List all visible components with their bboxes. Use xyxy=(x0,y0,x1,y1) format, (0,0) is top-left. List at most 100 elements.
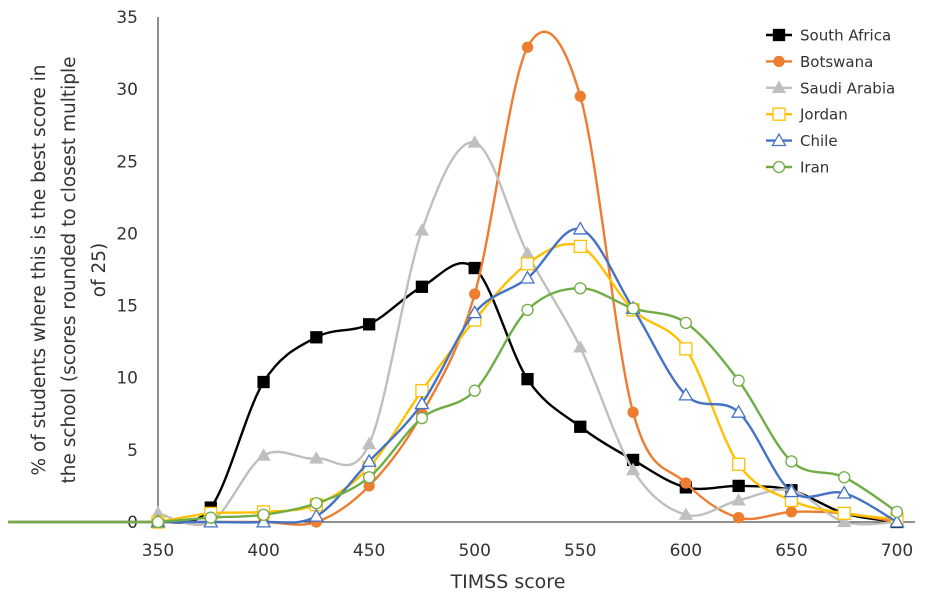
data-point-botswana xyxy=(627,406,639,418)
data-point-iran xyxy=(468,384,481,397)
data-point-chile xyxy=(836,485,852,499)
data-point-chile xyxy=(889,514,905,528)
data-point-saudi-arabia xyxy=(731,493,746,506)
y-tick-labels: 05101520253035 xyxy=(116,8,138,533)
y-tick-label: 15 xyxy=(116,297,138,317)
data-point-south-africa xyxy=(310,331,323,344)
data-point-jordan xyxy=(731,457,746,471)
data-point-saudi-arabia xyxy=(467,135,482,148)
x-tick-label: 700 xyxy=(881,541,913,561)
data-point-saudi-arabia xyxy=(573,340,588,353)
series-iran xyxy=(8,282,904,529)
series-saudi-arabia xyxy=(8,135,905,528)
data-point-chile xyxy=(308,508,324,522)
data-point-botswana xyxy=(574,90,586,102)
x-axis-title: TIMSS score xyxy=(450,571,566,593)
data-point-botswana xyxy=(680,477,692,489)
data-point-south-africa xyxy=(362,318,376,331)
data-point-iran xyxy=(679,316,692,330)
series-line-south-africa xyxy=(157,261,898,524)
legend-marker-botswana xyxy=(773,55,785,68)
legend-label: Botswana xyxy=(800,53,873,71)
legend-marker-iran xyxy=(772,160,786,174)
legend-label: Chile xyxy=(800,132,838,150)
data-point-saudi-arabia xyxy=(309,451,324,464)
x-tick-label: 650 xyxy=(775,541,807,561)
data-point-iran xyxy=(732,374,745,387)
data-point-jordan xyxy=(573,239,587,254)
series-jordan xyxy=(8,239,904,529)
x-tick-labels: 350 400 450 500 550 600 650 700 xyxy=(142,541,913,561)
data-point-iran xyxy=(151,515,165,529)
data-point-south-africa xyxy=(732,479,745,493)
y-tick-label: 25 xyxy=(116,152,138,172)
data-point-jordan xyxy=(679,342,693,356)
data-point-jordan xyxy=(837,506,851,520)
data-point-south-africa xyxy=(415,280,429,293)
data-point-chile xyxy=(519,270,536,284)
data-point-iran xyxy=(574,282,587,295)
legend-marker-saudi-arabia xyxy=(771,80,787,93)
legend-item-botswana: Botswana xyxy=(766,53,873,71)
data-point-iran xyxy=(310,497,323,510)
data-point-botswana xyxy=(732,512,745,524)
x-tick-label: 400 xyxy=(247,541,279,561)
x-tick-label: 450 xyxy=(353,541,385,561)
legend-item-iran: Iran xyxy=(766,159,829,177)
data-point-chile xyxy=(783,483,800,498)
data-point-jordan xyxy=(520,257,535,271)
data-point-south-africa xyxy=(257,375,270,389)
x-tick-label: 350 xyxy=(142,541,174,561)
data-point-south-africa xyxy=(521,372,534,386)
data-point-saudi-arabia xyxy=(837,514,852,528)
legend-item-south-africa: South Africa xyxy=(766,27,891,45)
legend-label: South Africa xyxy=(800,27,891,45)
data-point-saudi-arabia xyxy=(414,223,430,236)
data-point-chile xyxy=(572,221,588,235)
y-axis-title-line-2: the school (scores rounded to closest mu… xyxy=(59,56,80,483)
data-point-chile xyxy=(361,453,377,467)
data-point-chile xyxy=(255,514,272,528)
data-point-iran xyxy=(521,303,534,317)
series-line-chile xyxy=(158,227,898,524)
data-point-south-africa xyxy=(468,261,481,275)
y-tick-label: 20 xyxy=(116,224,138,244)
data-point-iran xyxy=(204,511,217,524)
legend-item-chile: Chile xyxy=(766,132,838,150)
data-point-saudi-arabia xyxy=(362,436,377,450)
data-point-saudi-arabia xyxy=(256,448,271,461)
data-point-iran xyxy=(890,505,904,519)
legend-label: Jordan xyxy=(799,106,848,124)
data-point-saudi-arabia xyxy=(678,507,693,520)
series-line-saudi-arabia xyxy=(157,141,898,527)
x-tick-label: 550 xyxy=(564,541,596,561)
data-point-iran xyxy=(785,455,798,468)
y-axis-title: % of students where this is the best sco… xyxy=(29,56,110,483)
series-chile xyxy=(8,221,905,528)
data-point-saudi-arabia xyxy=(625,462,641,476)
data-point-saudi-arabia xyxy=(520,246,535,259)
data-point-iran xyxy=(362,471,376,484)
legend-marker-chile xyxy=(771,132,787,147)
y-tick-label: 35 xyxy=(116,8,138,28)
y-tick-label: 10 xyxy=(116,369,138,389)
data-point-jordan xyxy=(415,384,429,398)
x-tick-label: 500 xyxy=(458,541,490,561)
y-axis-title-line-3: of 25) xyxy=(89,243,110,297)
y-tick-label: 5 xyxy=(127,441,138,461)
data-point-chile xyxy=(467,304,483,319)
legend-item-saudi-arabia: Saudi Arabia xyxy=(766,79,895,97)
legend-item-jordan: Jordan xyxy=(766,106,848,124)
data-point-iran xyxy=(838,471,851,484)
series-south-africa xyxy=(8,261,904,529)
series-group xyxy=(8,30,905,529)
data-point-chile xyxy=(414,395,430,410)
data-point-chile xyxy=(678,387,694,401)
data-point-iran xyxy=(626,302,640,315)
y-axis-title-line-1: % of students where this is the best sco… xyxy=(29,64,50,475)
legend-marker-south-africa xyxy=(772,28,786,42)
data-point-chile xyxy=(731,404,747,418)
data-point-botswana xyxy=(785,506,798,518)
data-point-iran xyxy=(257,508,270,521)
